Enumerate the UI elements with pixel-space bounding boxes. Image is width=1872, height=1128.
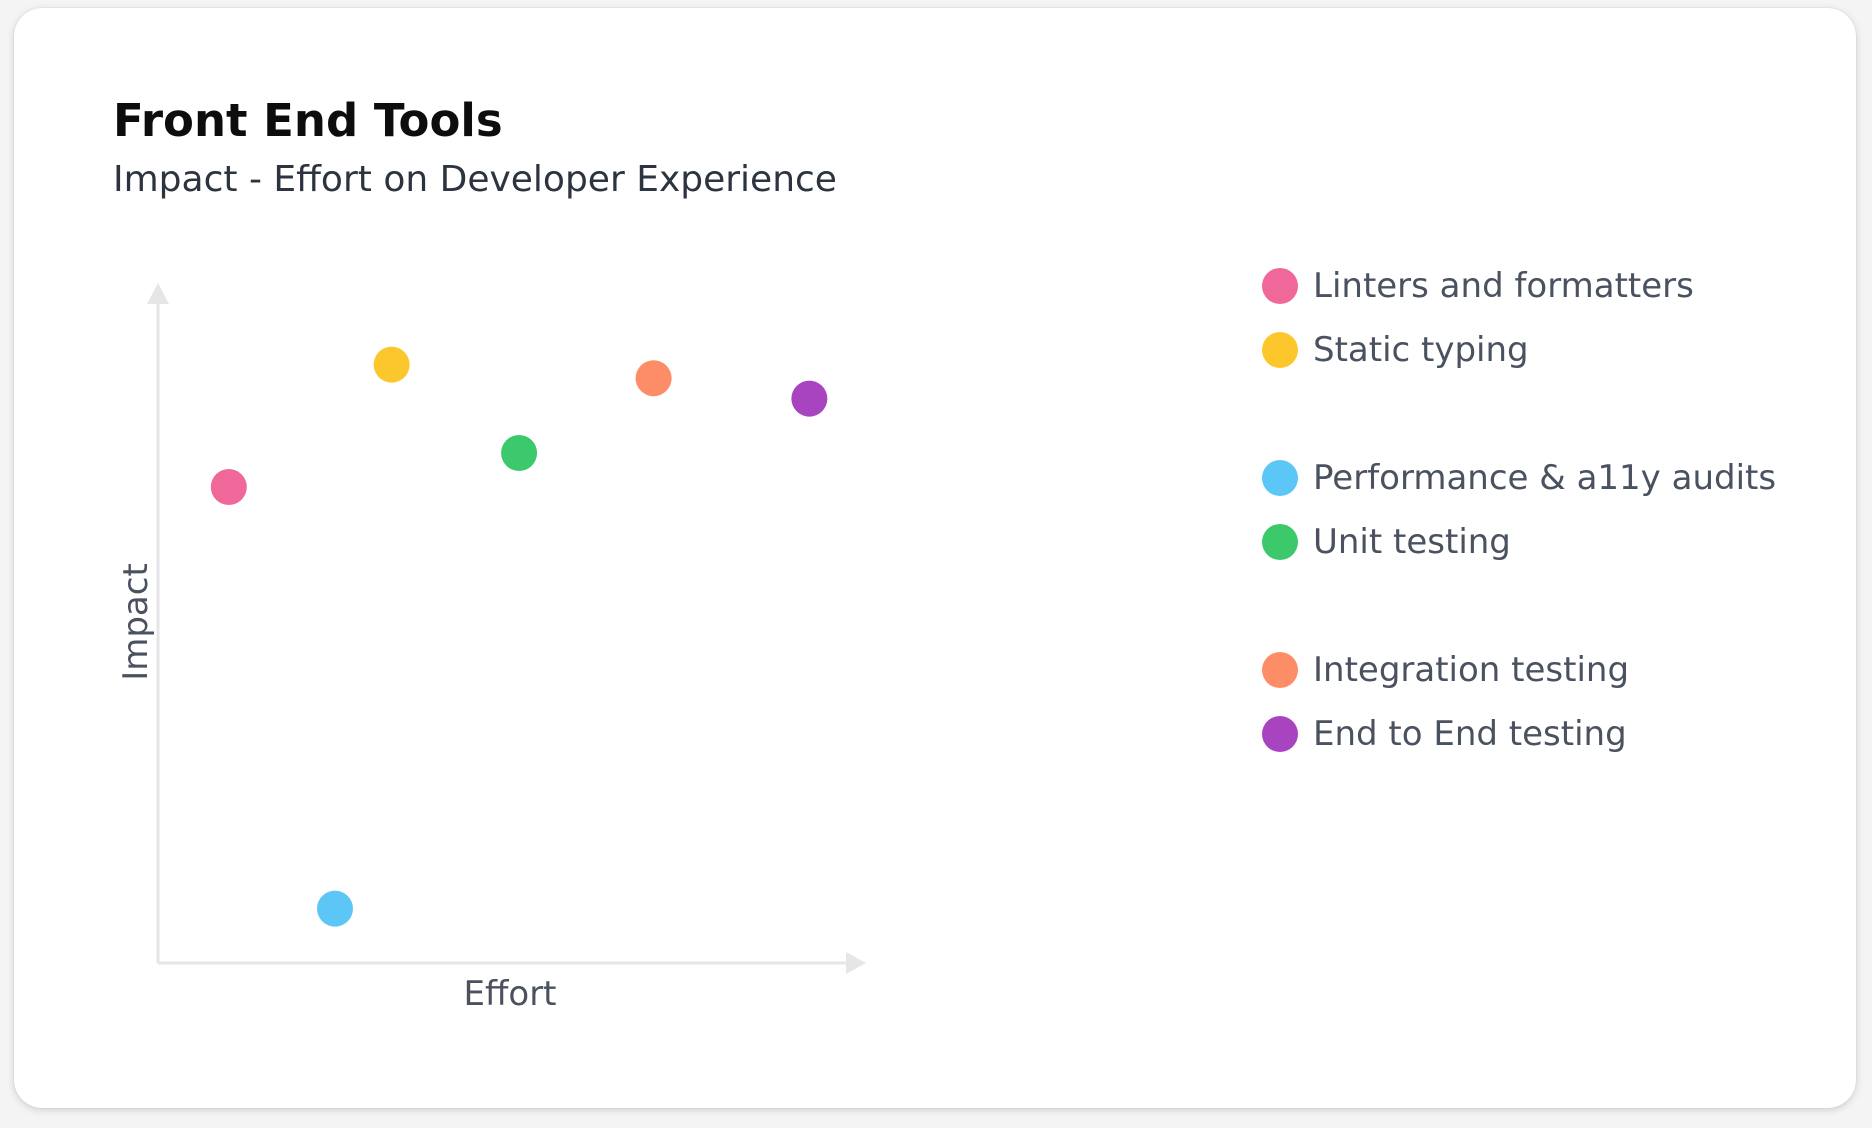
legend-item: End to End testing	[1262, 714, 1627, 754]
legend-item: Unit testing	[1262, 522, 1511, 562]
legend-swatch	[1262, 652, 1298, 688]
legend-swatch	[1262, 524, 1298, 560]
legend-label: Unit testing	[1313, 522, 1511, 562]
legend-item: Linters and formatters	[1262, 266, 1694, 306]
legend-swatch	[1262, 716, 1298, 752]
legend-label: End to End testing	[1313, 714, 1627, 754]
y-axis-arrow	[147, 283, 169, 304]
data-point-1	[210, 469, 247, 505]
legend-label: Performance & a11y audits	[1313, 458, 1777, 498]
legend-swatch	[1262, 460, 1298, 496]
data-points	[210, 346, 828, 927]
legend-item: Integration testing	[1262, 650, 1629, 690]
data-point-4	[501, 435, 538, 471]
x-axis-arrow	[846, 952, 866, 974]
legend-swatch	[1262, 332, 1298, 368]
data-point-3	[317, 890, 353, 927]
y-axis-label: Impact	[116, 563, 156, 681]
chart-card	[14, 8, 1856, 1108]
data-point-5	[635, 360, 672, 397]
data-point-2	[373, 346, 410, 383]
legend-label: Linters and formatters	[1313, 266, 1694, 306]
chart-subtitle: Impact - Effort on Developer Experience	[113, 159, 837, 200]
legend-swatch	[1262, 268, 1298, 304]
chart-title: Front End Tools	[113, 94, 503, 147]
legend-item: Static typing	[1262, 330, 1529, 370]
legend-label: Static typing	[1313, 330, 1529, 370]
legend-item: Performance & a11y audits	[1262, 458, 1776, 498]
x-axis-label: Effort	[463, 974, 556, 1014]
legend-label: Integration testing	[1313, 650, 1630, 690]
data-point-6	[791, 380, 828, 417]
